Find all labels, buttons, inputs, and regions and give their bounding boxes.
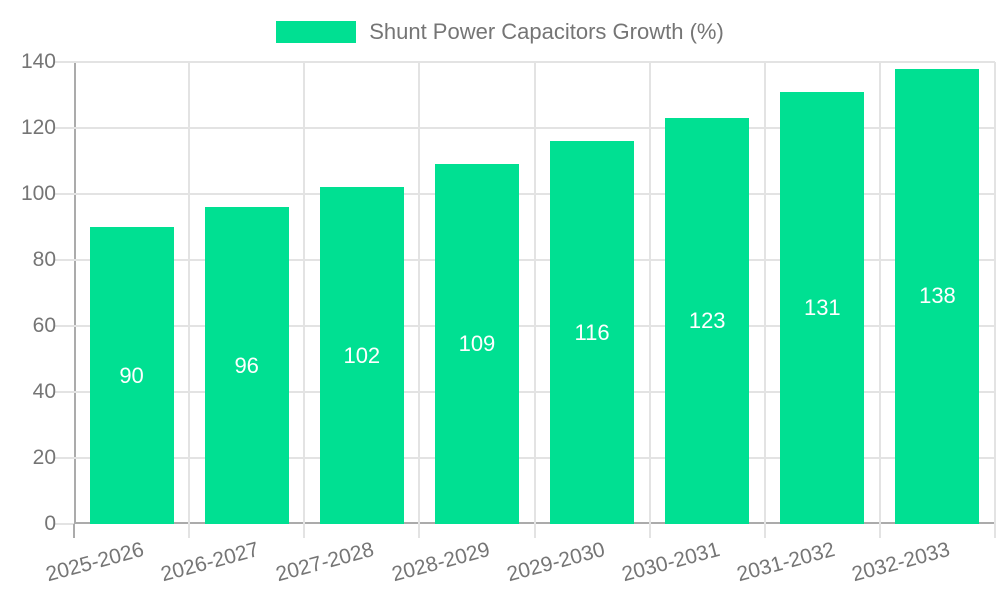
x-tick	[188, 524, 191, 538]
x-tick	[303, 524, 306, 538]
y-tick-label: 100	[20, 182, 56, 205]
y-tick	[55, 193, 74, 195]
x-tick-label: 2028-2029	[388, 538, 492, 587]
v-gridline	[763, 62, 766, 524]
x-tick-label: 2032-2033	[849, 538, 953, 587]
v-gridline	[188, 62, 191, 524]
legend-label: Shunt Power Capacitors Growth (%)	[369, 19, 724, 44]
bar-value-label: 123	[688, 308, 726, 334]
x-tick-label: 2030-2031	[619, 538, 723, 587]
legend-swatch	[276, 21, 357, 43]
y-tick	[55, 391, 74, 393]
v-gridline	[878, 62, 881, 524]
bar	[204, 207, 289, 524]
y-tick-label: 40	[32, 380, 56, 403]
y-tick-label: 140	[20, 50, 56, 73]
y-tick-label: 60	[32, 314, 56, 337]
bar-value-label: 138	[919, 283, 956, 309]
x-tick	[763, 524, 766, 538]
bar	[89, 227, 174, 524]
bar	[780, 91, 865, 524]
bar-value-label: 131	[803, 294, 841, 320]
x-tick	[533, 524, 536, 538]
y-tick	[55, 259, 74, 261]
x-tick-label: 2031-2032	[734, 538, 838, 587]
y-tick	[55, 523, 74, 525]
v-gridline	[418, 62, 421, 524]
y-tick-label: 80	[32, 248, 56, 271]
bar-value-label: 116	[574, 319, 610, 345]
bar	[550, 141, 635, 524]
v-gridline	[994, 62, 996, 524]
bar	[434, 164, 519, 524]
x-tick	[994, 524, 996, 538]
bar-value-label: 96	[234, 352, 259, 378]
bar	[895, 68, 980, 524]
y-tick	[55, 61, 74, 63]
x-tick-label: 2025-2026	[43, 538, 147, 587]
y-tick	[55, 325, 74, 327]
bar	[319, 187, 404, 524]
x-tick	[73, 524, 75, 538]
y-tick-label: 20	[32, 446, 56, 469]
y-tick-label: 120	[20, 116, 56, 139]
bar-value-label: 102	[343, 342, 381, 368]
v-gridline	[303, 62, 306, 524]
x-tick	[878, 524, 881, 538]
x-tick-label: 2026-2027	[158, 538, 262, 587]
y-tick	[55, 127, 74, 129]
y-tick-label: 0	[44, 512, 56, 535]
legend: Shunt Power Capacitors Growth (%)	[0, 20, 1000, 44]
bar-value-label: 109	[458, 331, 496, 357]
x-tick-label: 2027-2028	[273, 538, 377, 587]
v-gridline	[533, 62, 536, 524]
x-tick	[648, 524, 651, 538]
v-gridline	[648, 62, 651, 524]
x-tick	[418, 524, 421, 538]
x-tick-label: 2029-2030	[504, 538, 608, 587]
bar-value-label: 90	[119, 362, 144, 388]
y-tick	[55, 457, 74, 459]
bar	[665, 118, 750, 524]
